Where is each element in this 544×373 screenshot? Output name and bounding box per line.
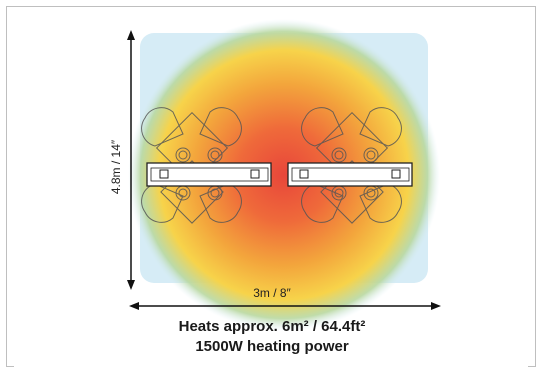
heat-zone — [128, 19, 440, 331]
coverage-caption: Heats approx. 6m² / 64.4ft² — [178, 318, 366, 335]
outer-frame — [6, 6, 536, 367]
heater-left — [146, 162, 272, 187]
frame-corner-right — [528, 366, 536, 367]
width-label: 3m / 8″ — [253, 286, 291, 300]
heater-right — [287, 162, 413, 187]
frame-corner-left — [6, 366, 14, 367]
height-label: 4.8m / 14″ — [109, 139, 123, 195]
power-caption: 1500W heating power — [195, 338, 349, 355]
